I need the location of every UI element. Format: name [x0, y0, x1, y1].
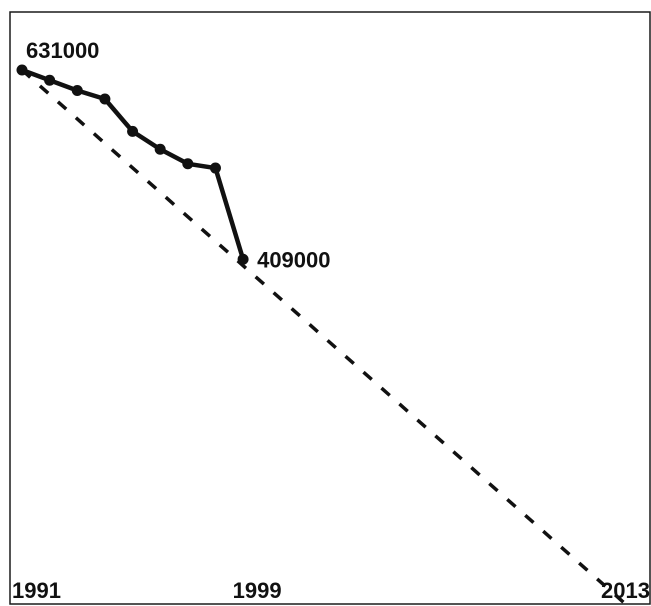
- trend-line: [20, 68, 631, 606]
- data-point: [44, 74, 56, 86]
- labels-layer: 631000 409000: [26, 38, 331, 272]
- x-tick-label: 1999: [233, 578, 282, 603]
- x-tick-label: 2013: [601, 578, 650, 603]
- data-point: [237, 253, 249, 265]
- data-point: [154, 143, 166, 155]
- x-tick-label: 1991: [12, 578, 61, 603]
- data-point: [71, 84, 83, 96]
- data-label: 631000: [26, 38, 99, 63]
- x-axis-ticks: 1991 1999 2013: [12, 578, 650, 603]
- data-point: [127, 125, 139, 137]
- data-point: [16, 64, 28, 76]
- data-point: [99, 93, 111, 105]
- data-point: [209, 162, 221, 174]
- series-line: [19, 67, 246, 262]
- trend-layer: [20, 68, 631, 606]
- data-point: [182, 158, 194, 170]
- plot-frame: [9, 11, 651, 605]
- data-label: 409000: [257, 247, 330, 272]
- series-layer: [16, 64, 249, 265]
